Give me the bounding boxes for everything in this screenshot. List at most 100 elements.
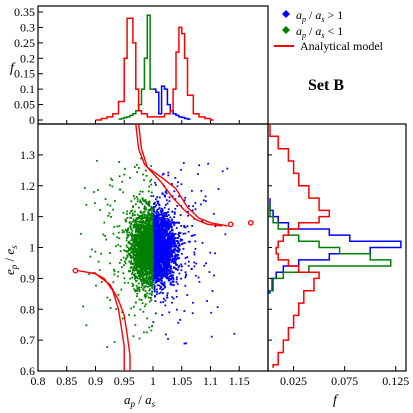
scatter-point-green	[105, 238, 108, 241]
scatter-point-blue	[186, 294, 189, 296]
scatter-point-green	[149, 218, 152, 221]
scatter-point-green	[138, 246, 141, 249]
scatter-point-green	[133, 166, 136, 168]
scatter-point-blue	[152, 214, 155, 216]
scatter-point-green	[132, 219, 135, 222]
scatter-point-green	[134, 226, 137, 229]
scatter-point-blue	[165, 272, 168, 275]
scatter-point-blue	[174, 253, 177, 256]
scatter-point-blue	[167, 273, 170, 275]
scatter-point-green	[145, 273, 147, 276]
scatter-point-green	[147, 211, 149, 213]
scatter-point-blue	[182, 232, 185, 235]
scatter-point-blue	[154, 262, 157, 265]
scatter-point-green	[144, 245, 147, 248]
scatter-point-green	[149, 244, 152, 246]
scatter-point-blue	[197, 276, 200, 279]
scatter-point-blue	[165, 192, 168, 195]
scatter-point-blue	[179, 214, 182, 216]
scatter-point-green	[139, 201, 141, 203]
scatter-point-green	[132, 226, 135, 229]
scatter-point-blue	[165, 271, 168, 274]
scatter-point-blue	[154, 271, 157, 274]
scatter-point-green	[131, 251, 134, 254]
scatter-point-blue	[156, 248, 159, 251]
scatter-point-green	[89, 255, 92, 258]
scatter-point-blue	[156, 276, 159, 279]
scatter-point-blue	[163, 258, 166, 261]
scatter-point-green	[143, 285, 145, 288]
scatter-point-green	[135, 229, 138, 232]
y-tick-label: 1.1	[20, 210, 35, 224]
scatter-point-green	[131, 221, 134, 223]
scatter-point-blue	[164, 273, 167, 276]
scatter-point-green	[132, 305, 135, 308]
scatter-point-blue	[165, 225, 168, 228]
scatter-point-green	[133, 253, 136, 256]
scatter-point-blue	[157, 245, 159, 248]
scatter-point-green	[133, 269, 136, 272]
scatter-point-blue	[154, 229, 157, 231]
scatter-point-blue	[152, 206, 155, 209]
scatter-point-blue	[197, 173, 199, 175]
right-x-tick-label: 0.125	[382, 374, 409, 388]
scatter-point-green	[142, 199, 145, 202]
scatter-point-green	[142, 236, 145, 239]
scatter-point-blue	[154, 282, 157, 284]
scatter-point-green	[125, 244, 128, 247]
scatter-point-green	[151, 285, 153, 287]
scatter-point-green	[118, 188, 121, 191]
scatter-point-green	[135, 235, 138, 238]
scatter-point-blue	[161, 242, 163, 245]
scatter-point-blue	[175, 227, 178, 229]
scatter-point-green	[146, 240, 149, 243]
scatter-point-green	[125, 220, 127, 223]
scatter-point-blue	[161, 224, 164, 227]
scatter-point-green	[148, 203, 150, 206]
scatter-point-blue	[181, 265, 183, 268]
scatter-point-blue	[158, 277, 161, 280]
scatter-point-blue	[160, 259, 162, 262]
scatter-point-green	[131, 273, 133, 275]
scatter-point-green	[132, 241, 135, 244]
scatter-point-green	[94, 202, 96, 205]
scatter-point-green	[149, 272, 152, 275]
scatter-point-green	[113, 341, 116, 343]
scatter-point-green	[141, 197, 144, 200]
scatter-point-blue	[158, 228, 161, 231]
scatter-point-green	[135, 254, 138, 257]
scatter-point-green	[106, 296, 109, 299]
scatter-point-green	[127, 227, 130, 230]
scatter-point-green	[134, 258, 137, 261]
scatter-point-blue	[163, 247, 166, 250]
scatter-point-green	[150, 191, 153, 194]
scatter-point-blue	[187, 205, 190, 207]
scatter-point-blue	[164, 194, 166, 197]
scatter-point-blue	[163, 236, 166, 239]
scatter-point-green	[143, 262, 146, 265]
scatter-point-green	[149, 263, 152, 266]
scatter-point-green	[136, 289, 139, 292]
scatter-point-blue	[160, 220, 163, 223]
scatter-point-blue	[161, 209, 164, 212]
scatter-point-green	[121, 180, 124, 183]
scatter-point-green	[151, 269, 154, 272]
scatter-point-blue	[179, 232, 182, 234]
scatter-point-green	[138, 215, 140, 218]
scatter-point-blue	[187, 230, 190, 233]
scatter-point-blue	[156, 258, 159, 261]
scatter-point-blue	[163, 252, 166, 255]
scatter-point-blue	[163, 256, 166, 259]
scatter-point-green	[142, 242, 144, 245]
scatter-point-blue	[161, 280, 163, 282]
scatter-point-blue	[201, 241, 204, 244]
scatter-point-green	[141, 213, 144, 216]
scatter-point-green	[112, 281, 115, 284]
y-tick-label: 0.6	[20, 364, 35, 378]
scatter-point-green	[140, 214, 143, 217]
scatter-point-green	[146, 243, 149, 246]
scatter-point-green	[142, 238, 144, 241]
scatter-point-blue	[184, 271, 187, 274]
scatter-point-green	[137, 259, 140, 262]
scatter-point-green	[148, 289, 151, 292]
